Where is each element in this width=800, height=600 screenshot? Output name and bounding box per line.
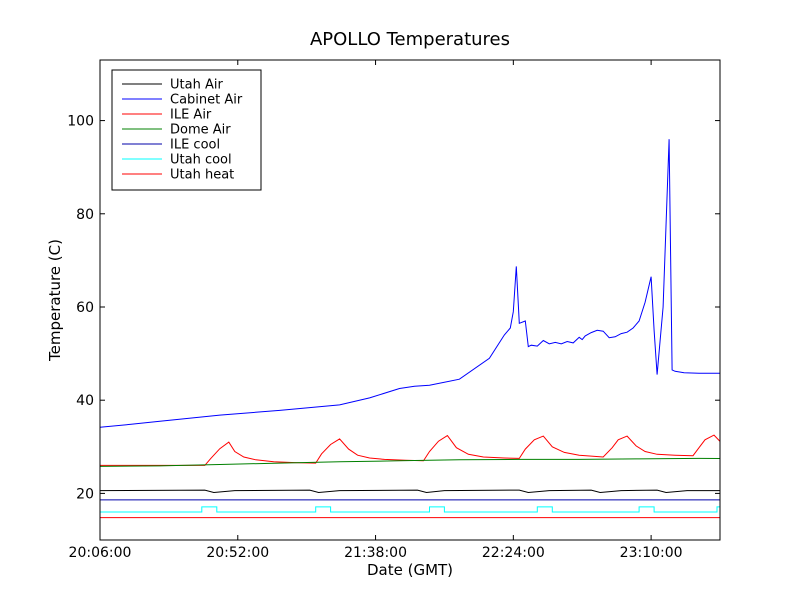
x-tick-label: 23:10:00 xyxy=(620,545,683,561)
chart-title: APOLLO Temperatures xyxy=(310,29,510,50)
series-line-utah-cool xyxy=(100,506,720,513)
y-tick-label: 20 xyxy=(76,486,94,502)
series-layer xyxy=(100,139,720,519)
y-tick-label: 40 xyxy=(76,393,94,409)
x-tick-label: 22:24:00 xyxy=(482,545,545,561)
legend-label-utah-heat: Utah heat xyxy=(170,168,234,183)
legend-label-cabinet-air: Cabinet Air xyxy=(170,93,243,108)
legend-label-utah-cool: Utah cool xyxy=(170,153,232,168)
legend-label-dome-air: Dome Air xyxy=(170,123,231,138)
series-line-dome-air xyxy=(100,457,720,467)
legend-label-ile-air: ILE Air xyxy=(170,108,212,123)
x-tick-label: 21:38:00 xyxy=(344,545,407,561)
series-line-ile-air xyxy=(100,434,720,466)
y-axis-ticks: 20 40 60 80 100 xyxy=(67,114,720,502)
legend-label-utah-air: Utah Air xyxy=(170,78,223,93)
series-line-utah-air xyxy=(100,489,720,494)
legend-box xyxy=(111,69,262,191)
y-axis-label: Temperature (C) xyxy=(46,239,64,362)
series-line-cabinet-air xyxy=(100,139,720,428)
x-tick-label: 20:06:00 xyxy=(69,545,132,561)
x-tick-label: 20:52:00 xyxy=(206,545,269,561)
x-axis-label: Date (GMT) xyxy=(367,561,453,579)
y-tick-label: 100 xyxy=(67,114,94,130)
y-tick-label: 80 xyxy=(76,207,94,223)
x-axis-ticks: 20:06:00 20:52:00 21:38:00 22:24:00 23:10:00 xyxy=(69,60,683,561)
plot-frame xyxy=(99,59,721,541)
legend-label-ile-cool: ILE cool xyxy=(170,138,220,153)
y-tick-label: 60 xyxy=(76,300,94,316)
